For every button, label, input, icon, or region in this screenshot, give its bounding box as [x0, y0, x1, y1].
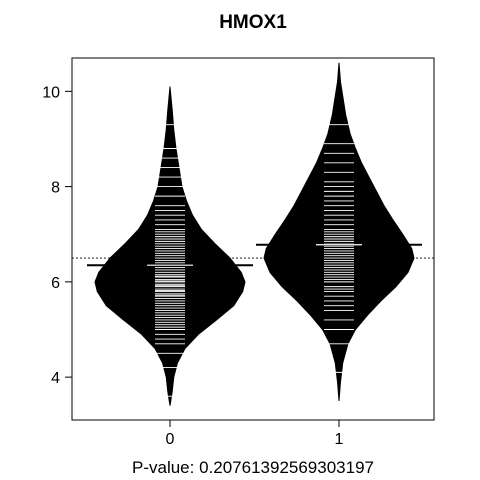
chart-title: HMOX1 [219, 12, 287, 33]
y-tick-label: 4 [51, 370, 60, 387]
x-tick-label: 1 [335, 431, 344, 448]
plot-frame [71, 57, 435, 421]
y-axis: 4 6 8 10 [42, 84, 72, 387]
plot-area [72, 62, 434, 406]
y-tick-label: 10 [42, 84, 60, 101]
x-tick-label: 0 [166, 431, 175, 448]
y-tick-label: 8 [51, 180, 60, 197]
y-tick-label: 6 [51, 275, 60, 292]
x-axis-label: P-value: 0.20761392569303197 [132, 458, 374, 477]
